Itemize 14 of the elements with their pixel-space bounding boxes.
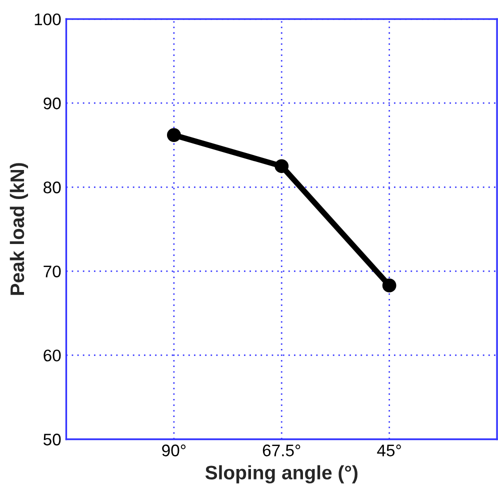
y-tick-label: 70 — [44, 266, 61, 278]
y-tick-label: 100 — [34, 13, 61, 26]
x-axis-title: Sloping angle (°) — [205, 465, 358, 484]
point — [166, 128, 181, 142]
y-tick-label: 60 — [44, 350, 61, 362]
x-tick-label: 67.5° — [262, 444, 300, 456]
x-tick-label: 90° — [162, 444, 186, 456]
y-tick-label: 90 — [44, 98, 61, 110]
y-tick-label: 50 — [44, 434, 61, 446]
y-axis-title: Peak load (kN) — [10, 163, 28, 295]
x-tick-label: 45° — [377, 444, 401, 456]
y-tick-label: 80 — [44, 182, 61, 194]
point — [274, 159, 289, 174]
point — [382, 278, 396, 292]
